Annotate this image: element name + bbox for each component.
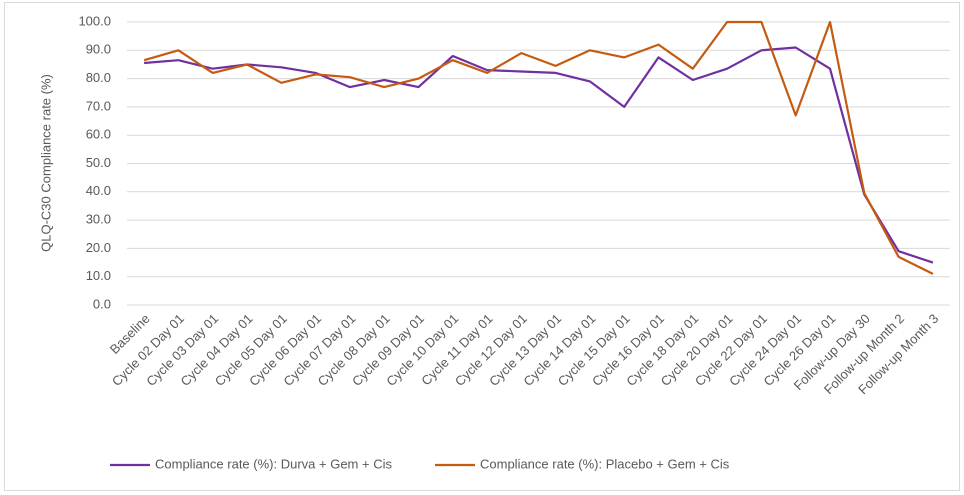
y-axis-title: QLQ-C30 Compliance rate (%) bbox=[38, 74, 53, 252]
y-tick-label: 70.0 bbox=[86, 98, 111, 113]
series-line bbox=[144, 46, 934, 264]
legend-label: Compliance rate (%): Durva + Gem + Cis bbox=[155, 456, 392, 471]
y-tick-label: 100.0 bbox=[78, 13, 111, 28]
y-tick-label: 40.0 bbox=[86, 183, 111, 198]
legend-label: Compliance rate (%): Placebo + Gem + Cis bbox=[480, 456, 730, 471]
y-tick-label: 80.0 bbox=[86, 70, 111, 85]
y-tick-label: 90.0 bbox=[86, 42, 111, 57]
series-line bbox=[143, 20, 934, 275]
y-tick-label: 0.0 bbox=[93, 296, 111, 311]
y-tick-label: 20.0 bbox=[86, 240, 111, 255]
chart-border bbox=[4, 2, 960, 491]
y-tick-label: 50.0 bbox=[86, 155, 111, 170]
y-tick-label: 30.0 bbox=[86, 212, 111, 227]
y-tick-label: 10.0 bbox=[86, 268, 111, 283]
y-tick-label: 60.0 bbox=[86, 127, 111, 142]
